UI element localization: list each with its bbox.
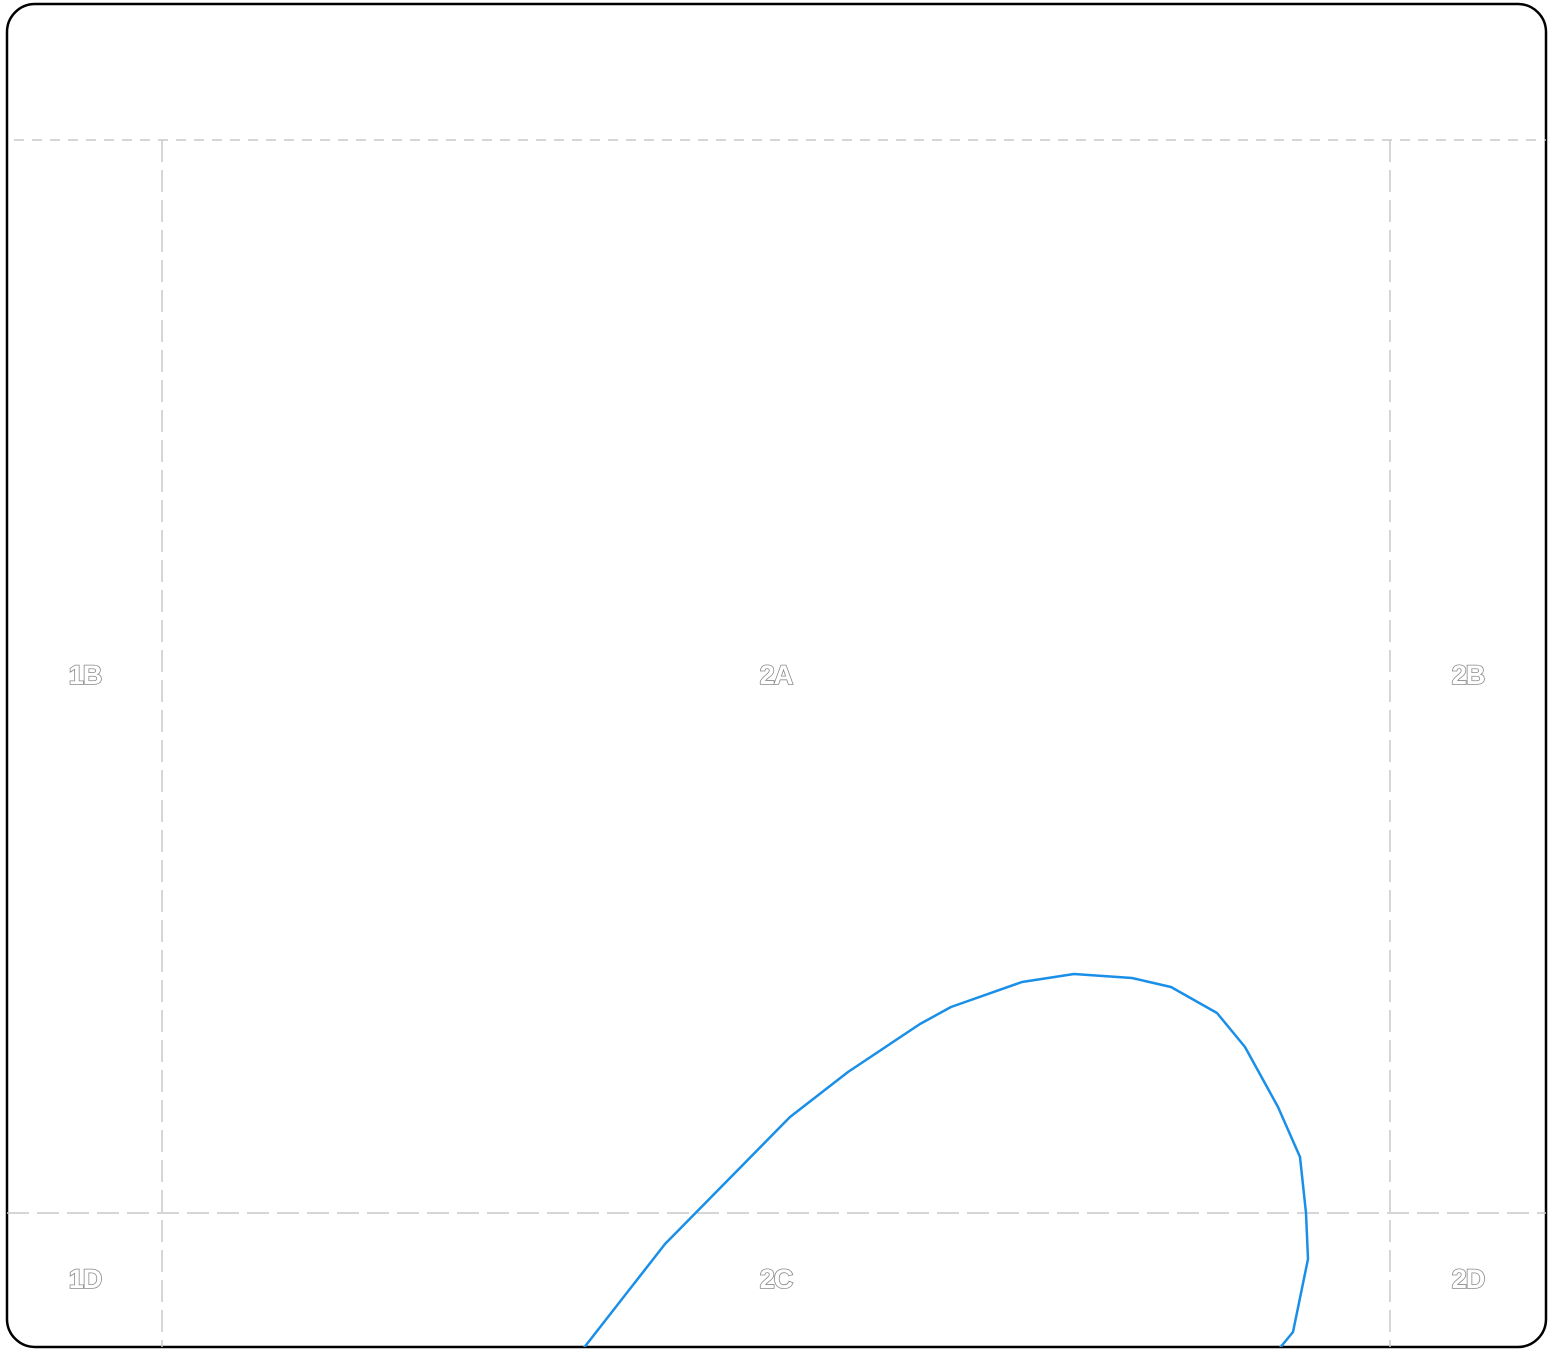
zone-label-2c: 2C	[760, 1264, 793, 1294]
zone-label-2d: 2D	[1452, 1264, 1485, 1294]
zone-label-2a: 2A	[760, 660, 793, 690]
blue-curve	[582, 972, 1310, 1347]
zone-label-1d: 1D	[69, 1264, 102, 1294]
zone-label-2b: 2B	[1452, 660, 1485, 690]
frame-border	[5, 2, 1548, 1349]
zone-label-1b: 1B	[69, 660, 102, 690]
